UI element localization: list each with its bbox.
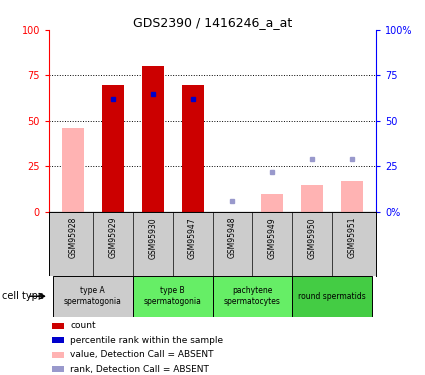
Bar [62,128,84,212]
Bar [102,85,124,212]
Bar [52,337,64,343]
Bar [133,276,212,317]
Text: count: count [70,321,96,330]
Bar [261,194,283,212]
Text: GSM95930: GSM95930 [148,217,157,259]
Text: GSM95950: GSM95950 [308,217,317,259]
Text: percentile rank within the sample: percentile rank within the sample [70,336,223,345]
Text: GSM95928: GSM95928 [68,217,77,258]
Text: value, Detection Call = ABSENT: value, Detection Call = ABSENT [70,350,214,359]
Bar [301,184,323,212]
Title: GDS2390 / 1416246_a_at: GDS2390 / 1416246_a_at [133,16,292,29]
Bar [341,181,363,212]
Text: GSM95951: GSM95951 [348,217,357,258]
Text: cell type: cell type [2,291,44,301]
Text: type B
spermatogonia: type B spermatogonia [144,286,201,306]
Text: GSM95947: GSM95947 [188,217,197,259]
Bar [142,66,164,212]
Bar [52,352,64,358]
Bar [53,276,133,317]
Bar [212,276,292,317]
Text: rank, Detection Call = ABSENT: rank, Detection Call = ABSENT [70,364,209,374]
Bar [52,322,64,328]
Bar [52,366,64,372]
Text: pachytene
spermatocytes: pachytene spermatocytes [224,286,281,306]
Bar [181,85,204,212]
Text: GSM95949: GSM95949 [268,217,277,259]
Text: GSM95948: GSM95948 [228,217,237,258]
Text: type A
spermatogonia: type A spermatogonia [64,286,122,306]
Bar [292,276,372,317]
Text: GSM95929: GSM95929 [108,217,117,258]
Text: round spermatids: round spermatids [298,292,366,301]
